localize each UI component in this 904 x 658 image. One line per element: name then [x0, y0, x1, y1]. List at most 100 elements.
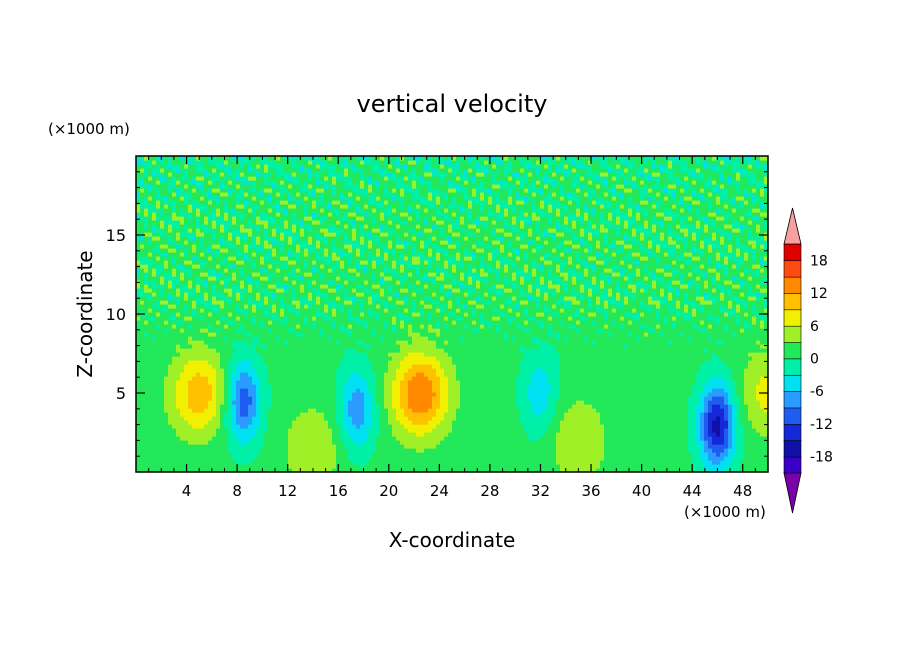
contour-cell [324, 360, 329, 365]
contour-cell [380, 464, 385, 469]
contour-cell [664, 400, 669, 405]
contour-cell [360, 352, 365, 357]
contour-cell [268, 352, 273, 357]
contour-cell [340, 352, 345, 357]
contour-cell [212, 468, 217, 472]
contour-cell [328, 428, 333, 433]
contour-cell [624, 360, 629, 365]
contour-cell [692, 468, 697, 472]
contour-cell [156, 360, 161, 365]
contour-cell [672, 352, 677, 357]
contour-cell [180, 396, 185, 401]
contour-cell [396, 452, 401, 457]
contour-cell [168, 344, 173, 349]
contour-cell [600, 368, 605, 373]
contour-cell [756, 452, 761, 457]
contour-cell [752, 432, 757, 437]
contour-cell [448, 400, 453, 405]
contour-cell [684, 356, 689, 361]
contour-cell [580, 468, 585, 472]
contour-cell [472, 380, 477, 385]
contour-cell [740, 368, 745, 373]
contour-cell [484, 460, 489, 465]
contour-cell [388, 416, 393, 421]
contour-cell [612, 464, 617, 469]
contour-cell [648, 408, 653, 413]
contour-cell [696, 460, 701, 465]
contour-cell [364, 408, 369, 413]
contour-cell [380, 396, 385, 401]
contour-cell [188, 416, 193, 421]
contour-cell [448, 380, 453, 385]
contour-cell [292, 368, 297, 373]
contour-cell [152, 460, 157, 465]
contour-cell [264, 380, 269, 385]
contour-cell [600, 468, 605, 472]
contour-cell [568, 376, 573, 381]
contour-cell [200, 432, 205, 437]
contour-cell [380, 432, 385, 437]
contour-cell [200, 380, 205, 385]
contour-cell [736, 412, 741, 417]
contour-cell [220, 364, 225, 369]
contour-cell [564, 456, 569, 461]
contour-cell [568, 428, 573, 433]
contour-cell [724, 420, 729, 425]
contour-cell [236, 432, 241, 437]
contour-cell [232, 452, 237, 457]
contour-cell [404, 436, 409, 441]
contour-cell [680, 388, 685, 393]
contour-cell [672, 456, 677, 461]
contour-cell [324, 436, 329, 441]
contour-cell [204, 456, 209, 461]
contour-cell [648, 448, 653, 453]
contour-cell [476, 396, 481, 401]
contour-cell [320, 420, 325, 425]
contour-cell [464, 456, 469, 461]
contour-cell [448, 364, 453, 369]
contour-cell [484, 452, 489, 457]
contour-cell [276, 432, 281, 437]
contour-cell [704, 372, 709, 377]
contour-cell [388, 432, 393, 437]
contour-cell [284, 432, 289, 437]
contour-cell [656, 428, 661, 433]
contour-cell [516, 376, 521, 381]
contour-cell [164, 408, 169, 413]
contour-cell [152, 452, 157, 457]
contour-cell [324, 376, 329, 381]
contour-cell [148, 432, 153, 437]
contour-cell [484, 416, 489, 421]
contour-cell [248, 424, 253, 429]
contour-cell [696, 436, 701, 441]
contour-cell [628, 432, 633, 437]
contour-cell [328, 440, 333, 445]
contour-cell [668, 416, 673, 421]
contour-cell [316, 384, 321, 389]
contour-cell [192, 352, 197, 357]
contour-cell [456, 456, 461, 461]
contour-cell [520, 444, 525, 449]
contour-cell [172, 408, 177, 413]
contour-cell [548, 372, 553, 377]
contour-cell [448, 408, 453, 413]
contour-cell [652, 432, 657, 437]
contour-cell [692, 428, 697, 433]
contour-cell [368, 368, 373, 373]
contour-cell [648, 392, 653, 397]
contour-cell [192, 440, 197, 445]
contour-cell [248, 348, 253, 353]
contour-cell [192, 460, 197, 465]
contour-cell [248, 468, 253, 472]
contour-cell [336, 412, 341, 417]
contour-cell [568, 388, 573, 393]
contour-cell [416, 364, 421, 369]
contour-cell [580, 408, 585, 413]
contour-cell [572, 428, 577, 433]
contour-cell [184, 412, 189, 417]
contour-cell [148, 428, 153, 433]
contour-cell [576, 360, 581, 365]
contour-cell [272, 356, 277, 361]
contour-cell [456, 348, 461, 353]
contour-cell [580, 428, 585, 433]
